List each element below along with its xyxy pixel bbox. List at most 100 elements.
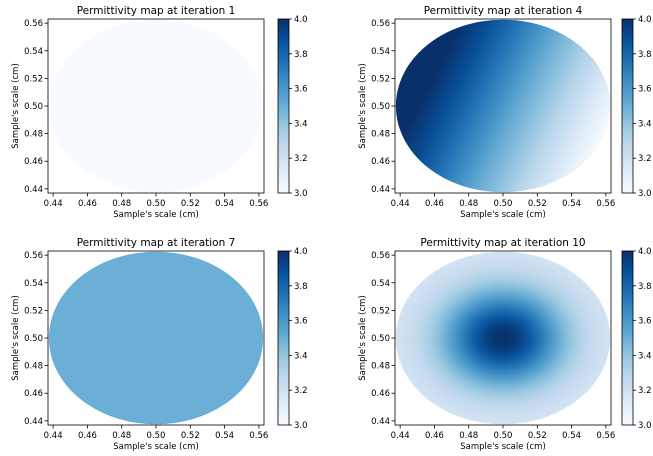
y-tick-label: 0.48 — [371, 362, 390, 372]
x-tick-label: 0.50 — [494, 431, 513, 441]
y-axis-label: Sample's scale (cm) — [11, 63, 21, 149]
y-tick-label: 0.50 — [371, 334, 390, 344]
colorbar-tick-label: 3.4 — [638, 119, 652, 129]
x-tick-label: 0.56 — [249, 431, 268, 441]
colorbar-tick-label: 4.0 — [294, 15, 308, 25]
colorbar-tick-label: 3.2 — [294, 154, 308, 164]
y-tick-label: 0.44 — [24, 417, 43, 427]
y-tick-label: 0.46 — [24, 389, 43, 399]
colorbar-tick-label: 3.2 — [638, 154, 652, 164]
y-tick-label: 0.48 — [371, 130, 390, 140]
colorbar-tick-label: 3.0 — [638, 421, 652, 431]
colorbar — [621, 250, 634, 426]
colorbar-tick-label: 3.2 — [294, 386, 308, 396]
y-tick-label: 0.46 — [24, 157, 43, 167]
y-tick-label: 0.54 — [24, 279, 43, 289]
y-tick-label: 0.56 — [371, 19, 390, 29]
x-tick-label: 0.50 — [147, 431, 166, 441]
panel-2: Permittivity map at iteration 4 0.44 0.46 0… — [358, 5, 652, 220]
permittivity-disk — [395, 19, 611, 193]
x-tick-label: 0.56 — [249, 199, 268, 209]
permittivity-disk — [395, 251, 611, 425]
colorbar — [277, 250, 290, 426]
colorbar-tick-label: 3.6 — [638, 85, 652, 95]
x-axis-label: Sample's scale (cm) — [113, 210, 199, 220]
permittivity-disk — [48, 19, 264, 193]
x-tick-label: 0.50 — [494, 199, 513, 209]
colorbar-tick-label: 3.0 — [294, 189, 308, 199]
y-tick-label: 0.56 — [24, 19, 43, 29]
colorbar-tick-label: 3.2 — [638, 386, 652, 396]
y-tick-label: 0.46 — [371, 389, 390, 399]
y-tick-label: 0.48 — [24, 130, 43, 140]
x-tick-label: 0.54 — [562, 431, 581, 441]
colorbar-tick-label: 3.4 — [294, 119, 308, 129]
chart-title: Permittivity map at iteration 1 — [77, 5, 236, 17]
panel-4: Permittivity map at iteration 10 0.44 0.46… — [358, 237, 652, 452]
x-tick-label: 0.46 — [425, 199, 444, 209]
x-tick-label: 0.52 — [181, 431, 200, 441]
colorbar-tick-label: 3.4 — [638, 351, 652, 361]
y-tick-label: 0.52 — [24, 306, 43, 316]
x-tick-label: 0.50 — [147, 199, 166, 209]
colorbar-tick-label: 3.0 — [638, 189, 652, 199]
x-tick-label: 0.44 — [44, 431, 63, 441]
colorbar-tick-label: 3.6 — [638, 317, 652, 327]
y-axis-label: Sample's scale (cm) — [11, 295, 21, 381]
y-tick-label: 0.48 — [24, 362, 43, 372]
y-tick-label: 0.52 — [371, 306, 390, 316]
y-tick-label: 0.56 — [371, 251, 390, 261]
y-tick-label: 0.54 — [24, 47, 43, 57]
y-tick-label: 0.50 — [24, 334, 43, 344]
x-tick-label: 0.46 — [78, 431, 97, 441]
y-tick-label: 0.54 — [371, 279, 390, 289]
x-tick-label: 0.48 — [112, 431, 131, 441]
x-tick-label: 0.56 — [596, 431, 615, 441]
colorbar-tick-label: 3.8 — [294, 282, 308, 292]
y-axis-label: Sample's scale (cm) — [358, 63, 368, 149]
x-tick-label: 0.54 — [562, 199, 581, 209]
y-tick-label: 0.52 — [371, 74, 390, 84]
x-tick-label: 0.44 — [391, 199, 410, 209]
x-tick-label: 0.52 — [181, 199, 200, 209]
x-tick-label: 0.54 — [215, 199, 234, 209]
x-tick-label: 0.48 — [112, 199, 131, 209]
colorbar-tick-label: 3.8 — [638, 282, 652, 292]
permittivity-disk — [48, 251, 264, 425]
colorbar-tick-label: 3.6 — [294, 85, 308, 95]
x-tick-label: 0.52 — [528, 431, 547, 441]
y-tick-label: 0.44 — [371, 417, 390, 427]
colorbar-tick-label: 4.0 — [638, 247, 652, 257]
x-axis-label: Sample's scale (cm) — [460, 210, 546, 220]
x-tick-label: 0.56 — [596, 199, 615, 209]
y-tick-label: 0.54 — [371, 47, 390, 57]
colorbar — [277, 18, 290, 194]
x-axis-label: Sample's scale (cm) — [113, 442, 199, 452]
x-tick-label: 0.52 — [528, 199, 547, 209]
x-axis-label: Sample's scale (cm) — [460, 442, 546, 452]
colorbar-tick-label: 3.8 — [638, 50, 652, 60]
y-tick-label: 0.44 — [24, 185, 43, 195]
y-tick-label: 0.52 — [24, 74, 43, 84]
x-tick-label: 0.48 — [459, 199, 478, 209]
x-tick-label: 0.44 — [44, 199, 63, 209]
y-tick-label: 0.50 — [371, 102, 390, 112]
panel-1: Permittivity map at iteration 1 0.44 0.46 0… — [11, 5, 308, 220]
y-tick-label: 0.46 — [371, 157, 390, 167]
chart-title: Permittivity map at iteration 7 — [77, 237, 236, 249]
chart-title: Permittivity map at iteration 4 — [424, 5, 583, 17]
colorbar-tick-label: 3.6 — [294, 317, 308, 327]
y-tick-label: 0.44 — [371, 185, 390, 195]
colorbar-tick-label: 4.0 — [294, 247, 308, 257]
colorbar-tick-label: 3.4 — [294, 351, 308, 361]
y-tick-label: 0.50 — [24, 102, 43, 112]
panel-3: Permittivity map at iteration 7 0.44 0.46 0… — [11, 237, 308, 452]
x-tick-label: 0.46 — [78, 199, 97, 209]
chart-title: Permittivity map at iteration 10 — [420, 237, 585, 249]
colorbar-tick-label: 3.8 — [294, 50, 308, 60]
colorbar-tick-label: 4.0 — [638, 15, 652, 25]
colorbar — [621, 18, 634, 194]
x-tick-label: 0.46 — [425, 431, 444, 441]
